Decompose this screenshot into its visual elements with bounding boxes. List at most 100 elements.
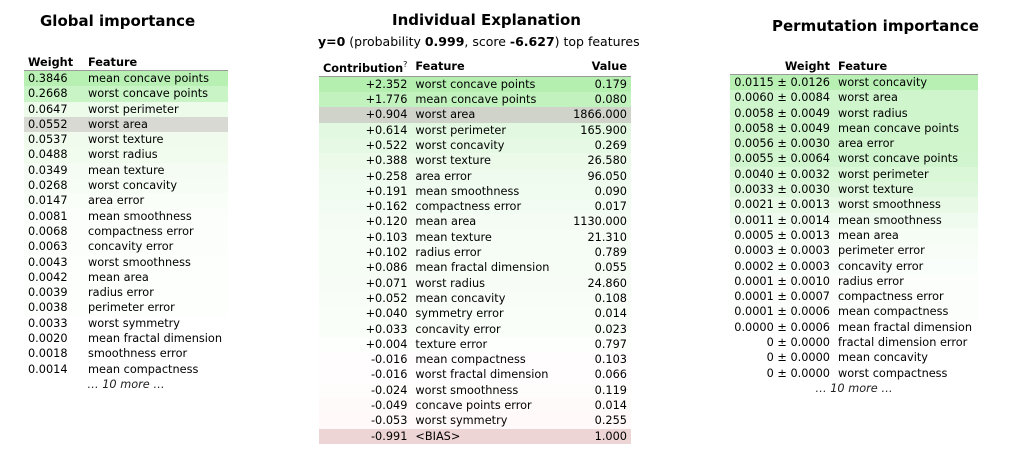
table-row: 0.0002 ± 0.0003 concavity error [730,258,978,274]
contribution-cell: -0.016 [370,368,408,382]
global-importance-title: Global importance [40,12,196,30]
weight-header: Weight [730,60,834,75]
feature-cell: radius error [838,274,904,288]
feature-cell: mean compactness [88,362,199,376]
weight-cell: 0.0552 [28,117,68,131]
table-row: +0.071 worst radius 24.860 [319,275,631,291]
weight-cell: 0.0056 ± 0.0030 [734,137,830,151]
value-cell: 0.119 [594,383,627,397]
value-cell: 1130.000 [573,215,627,229]
feature-cell: worst symmetry [415,414,508,428]
contribution-cell: +2.352 [365,77,408,91]
table-row: 0.0552 worst area [24,116,228,133]
feature-cell: worst texture [838,183,914,197]
feature-cell: mean concavity [415,291,506,305]
help-icon[interactable]: ? [403,60,408,69]
weight-cell: 0.0005 ± 0.0013 [734,228,830,242]
weight-cell: 0.0043 [28,255,68,269]
feature-cell: worst radius [838,106,908,120]
contribution-cell: -0.053 [370,414,408,428]
feature-cell: mean area [415,215,477,229]
weight-cell: 0.0039 [28,286,68,300]
feature-cell: mean concave points [88,72,209,85]
feature-cell: worst area [88,117,148,131]
table-row: 0.0042 mean area [24,269,228,286]
table-row: 0.0033 worst symmetry [24,315,228,332]
value-cell: 0.269 [594,138,627,152]
contribution-cell: +1.776 [365,93,408,107]
weight-cell: 0 ± 0.0000 [766,336,830,350]
feature-cell: worst texture [415,154,491,168]
weight-cell: 0.0000 ± 0.0006 [734,320,830,334]
table-row: +0.052 mean concavity 0.108 [319,290,631,307]
feature-cell: mean concavity [838,351,928,365]
feature-cell: worst radius [88,148,158,162]
feature-cell: compactness error [838,290,944,304]
weight-cell: 0.0003 ± 0.0003 [734,244,830,258]
weight-cell: 0.0021 ± 0.0013 [734,198,830,212]
feature-cell: worst area [415,108,476,122]
contribution-cell: +0.904 [365,108,408,122]
table-row: +0.162 compactness error 0.017 [319,199,631,215]
table-row: 0 ± 0.0000 worst compactness [730,365,978,381]
feature-cell: mean concave points [838,121,959,135]
more-features-label: … 10 more … [815,381,893,395]
weight-cell: 0.0011 ± 0.0014 [734,213,830,227]
feature-cell: mean texture [88,163,165,177]
contribution-cell: -0.991 [370,429,408,443]
value-cell: 24.860 [587,276,627,290]
value-cell: 0.017 [594,200,627,214]
value-cell: 1.000 [594,429,627,443]
weight-cell: 0.0033 ± 0.0030 [734,183,830,197]
weight-cell: 0.0268 [28,179,68,193]
feature-cell: mean compactness [415,353,526,367]
feature-cell: perimeter error [838,244,925,258]
table-row: 0.0058 ± 0.0049 mean concave points [730,120,978,137]
contribution-cell: -0.049 [370,399,408,412]
weight-header: Weight [24,56,84,71]
feature-cell: worst concave points [415,77,536,91]
table-row: 0.0033 ± 0.0030 worst texture [730,182,978,198]
table-row: +0.040 symmetry error 0.014 [319,306,631,322]
contribution-cell: +0.071 [365,276,408,290]
weight-cell: 0.0488 [28,148,68,162]
table-row: 0.0000 ± 0.0006 mean fractal dimension [730,319,978,336]
feature-cell: radius error [88,286,154,300]
weight-cell: 0.0058 ± 0.0049 [734,106,830,120]
weight-cell: 0.0002 ± 0.0003 [734,259,830,273]
feature-cell: worst radius [415,276,486,290]
feature-cell: mean smoothness [88,209,192,223]
individual-explanation-title: Individual Explanation [392,11,581,29]
table-row: 0.0068 compactness error [24,223,228,240]
value-cell: 0.014 [594,399,627,412]
weight-cell: 0.0040 ± 0.0032 [734,167,830,181]
probability-prefix: (probability [345,34,425,49]
value-cell: 165.900 [580,123,627,137]
feature-cell: worst concavity [838,76,928,89]
table-row: +0.191 mean smoothness 0.090 [319,183,631,200]
feature-cell: worst texture [88,133,164,147]
table-row: 0.0018 smoothness error [24,346,228,362]
weight-cell: 0.0537 [28,133,68,147]
weight-cell: 0.0033 [28,316,68,330]
table-row: 0.0021 ± 0.0013 worst smoothness [730,197,978,213]
weight-cell: 0.0068 [28,224,68,238]
table-row: -0.991 <BIAS> 1.000 [319,428,631,444]
table-row: -0.016 worst fractal dimension 0.066 [319,367,631,383]
feature-cell: worst concavity [88,179,178,193]
value-cell: 0.103 [594,353,627,367]
weight-cell: 0.0115 ± 0.0126 [734,76,830,89]
feature-cell: worst smoothness [838,198,941,212]
table-row: 0.0038 perimeter error [24,300,228,316]
feature-cell: area error [88,194,145,208]
feature-header: Feature [411,58,554,77]
weight-cell: 0.0038 [28,301,68,315]
table-row: 0.0005 ± 0.0013 mean area [730,227,978,244]
feature-cell: mean compactness [838,305,949,319]
table-row: +0.120 mean area 1130.000 [319,214,631,230]
weight-cell: 0.0055 ± 0.0064 [734,152,830,166]
table-row: +1.776 mean concave points 0.080 [319,92,631,108]
table-row: 0.0063 concavity error [24,239,228,255]
feature-cell: perimeter error [88,301,175,315]
contribution-cell: +0.086 [365,261,408,275]
